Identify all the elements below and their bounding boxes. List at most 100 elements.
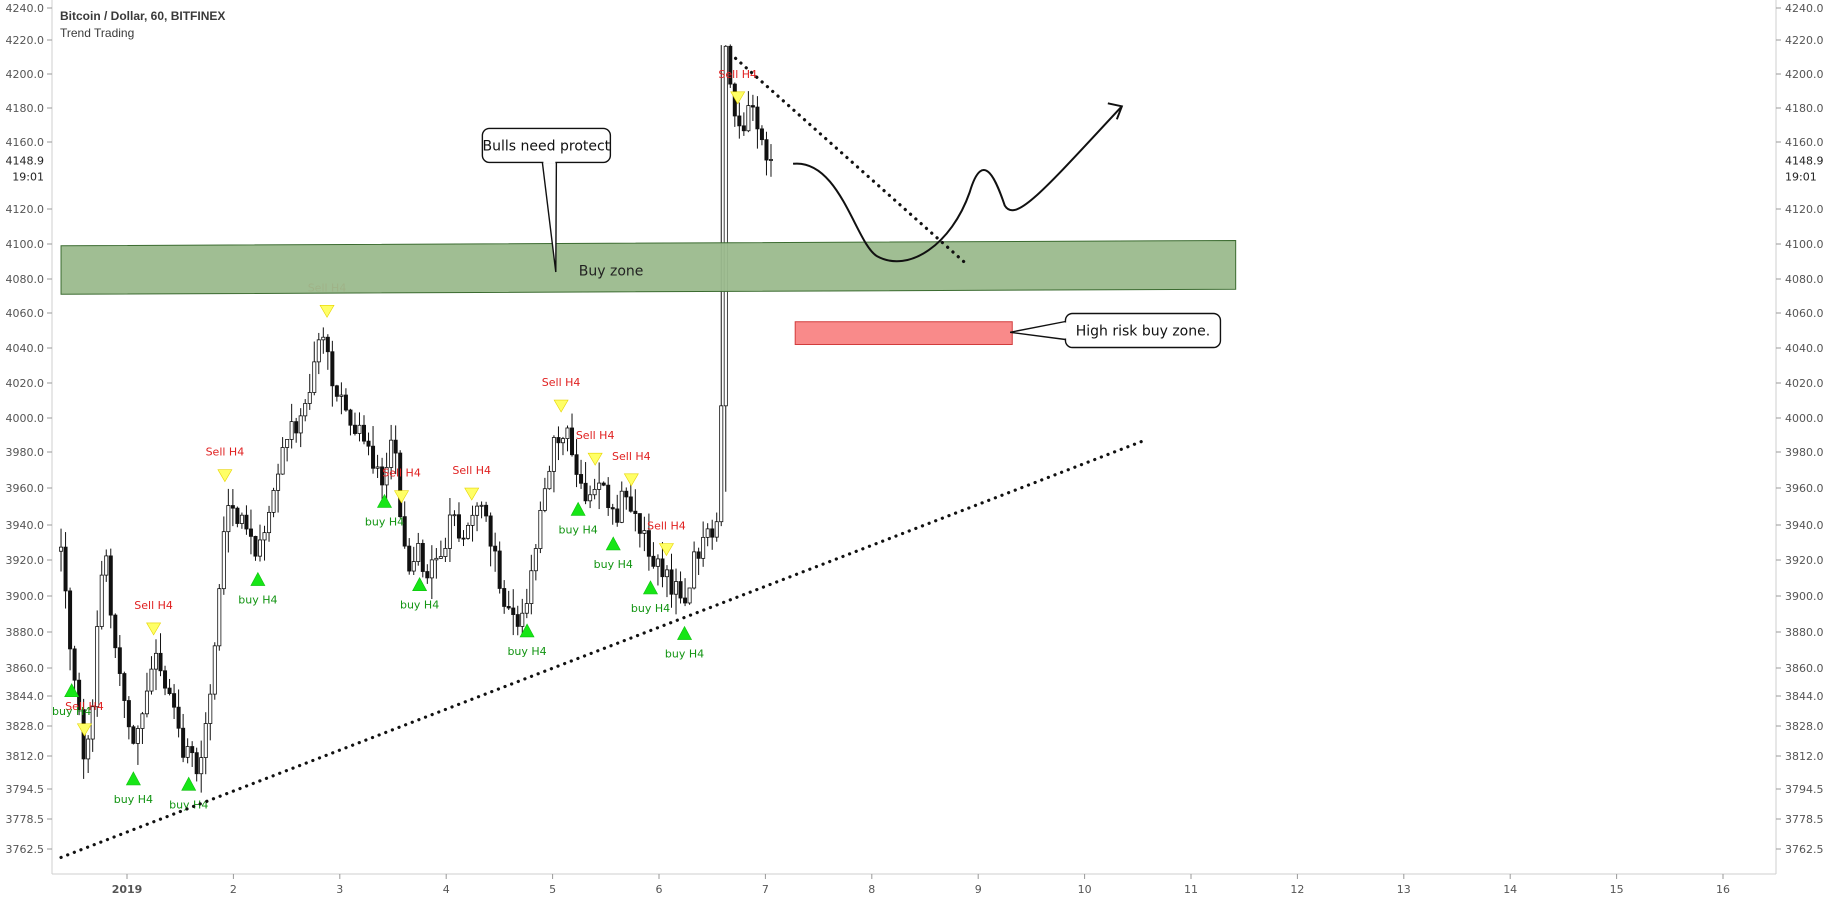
y-tick-label-left: 4180.0 (6, 102, 45, 115)
y-tick-label-right: 3860.0 (1785, 662, 1824, 675)
candle-body (411, 561, 416, 572)
y-tick-label-right: 4200.0 (1785, 68, 1824, 81)
y-tick-label-right: 4040.0 (1785, 342, 1824, 355)
candle-body (86, 738, 91, 760)
candle-body (746, 105, 751, 132)
y-tick-label-left: 4100.0 (6, 238, 45, 251)
candle-body (669, 569, 674, 595)
candle-body (330, 351, 335, 387)
sell-signal-label: Sell H4 (206, 446, 245, 459)
candle-body (592, 488, 597, 496)
sell-signal-arrow (76, 723, 92, 737)
candle-body (217, 588, 222, 647)
candle-body (163, 670, 168, 689)
candle-body (425, 571, 430, 579)
y-tick-label-left: 3762.5 (6, 843, 45, 856)
support-trendline[interactable] (59, 438, 1147, 860)
candle-body (470, 514, 475, 526)
candle-body (257, 539, 262, 557)
candle-body (479, 504, 484, 507)
candle-body (389, 439, 394, 468)
y-tick-label-left: 4020.0 (6, 377, 45, 390)
candle-body (597, 482, 602, 490)
buy-signal-label: buy H4 (665, 648, 704, 661)
candle-body (515, 614, 520, 627)
y-tick-label-left: 4000.0 (6, 412, 45, 425)
candle-body (678, 581, 683, 599)
y-tick-label-right: 4220.0 (1785, 34, 1824, 47)
buy-signal-arrow (181, 776, 197, 791)
y-tick-label-left: 3828.0 (6, 720, 45, 733)
buy-signal-arrow (605, 536, 621, 551)
y-tick-label-right: 4020.0 (1785, 377, 1824, 390)
sell-signal-arrow (319, 305, 335, 318)
buy-zone-rect[interactable] (60, 239, 1237, 295)
candle-body (755, 106, 760, 130)
candle-body (696, 551, 701, 559)
y-tick-label-right: 3828.0 (1785, 720, 1824, 733)
time-marker-right: 19:01 (1785, 171, 1817, 184)
candle-body (601, 482, 606, 486)
y-tick-label-left: 4160.0 (6, 136, 45, 149)
candle-body (637, 513, 642, 534)
candle-body (615, 508, 620, 523)
candle-body (497, 550, 502, 589)
sell-signal-arrow (217, 469, 233, 483)
candle-body (542, 488, 547, 511)
candle-body (683, 597, 688, 604)
candle-body (348, 409, 353, 426)
candle-body (466, 525, 471, 539)
y-tick-label-left: 4080.0 (6, 273, 45, 286)
candle-body (642, 530, 647, 534)
buy-signal-label: buy H4 (559, 523, 598, 536)
candle-body (660, 558, 665, 578)
candle-body (452, 514, 457, 517)
buy-signal-label: buy H4 (169, 798, 208, 811)
sell-signal-arrow (146, 622, 162, 636)
y-tick-label-left: 3778.5 (6, 813, 45, 826)
x-tick-label: 14 (1503, 883, 1517, 896)
candle-body (502, 588, 507, 607)
sell-signal-label: Sell H4 (65, 700, 104, 713)
candle-body (524, 603, 529, 614)
candle-body (122, 673, 127, 701)
buy-signal-label: buy H4 (238, 594, 277, 607)
y-tick-label-left: 4060.0 (6, 307, 45, 320)
x-tick-label: 2019 (112, 883, 143, 896)
candle-body (610, 507, 615, 510)
y-tick-label-right: 4060.0 (1785, 307, 1824, 320)
y-tick-label-left: 4200.0 (6, 68, 45, 81)
buy-signal-arrow (570, 501, 586, 516)
candle-body (181, 727, 186, 758)
x-tick-label: 6 (656, 883, 663, 896)
candle-body (741, 125, 746, 132)
x-tick-label: 10 (1078, 883, 1092, 896)
y-tick-label-right: 4180.0 (1785, 102, 1824, 115)
candle-body (506, 606, 511, 609)
candle-body (687, 587, 692, 604)
sell-signal-label: Sell H4 (647, 520, 686, 533)
y-tick-label-right: 3980.0 (1785, 446, 1824, 459)
candle-body (289, 421, 294, 440)
candle-body (276, 473, 281, 491)
candle-body (574, 454, 579, 475)
buy-signal-arrow (677, 625, 693, 640)
buy-signal-label: buy H4 (400, 599, 439, 612)
candle-body (95, 626, 100, 708)
candle-body (280, 447, 285, 475)
candle-body (538, 510, 543, 549)
candle-body (108, 555, 113, 616)
candle-body (63, 546, 68, 592)
candle-body (303, 403, 308, 417)
candle-body (493, 545, 498, 552)
sell-signal-arrow (587, 452, 603, 466)
candle-body (692, 551, 697, 589)
high-risk-zone-rect[interactable] (794, 321, 1013, 345)
price-marker-right: 4148.9 (1785, 155, 1824, 168)
candle-body (158, 652, 163, 672)
projection-path[interactable] (792, 105, 1123, 263)
high-risk-callout-pointer (1009, 320, 1066, 341)
candle-body (429, 559, 434, 579)
candle-body (362, 424, 367, 442)
